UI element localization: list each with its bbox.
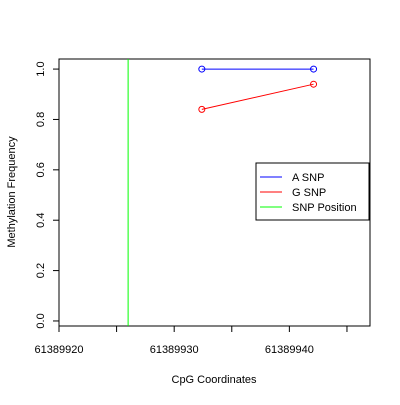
y-tick-label: 0.0: [35, 313, 47, 328]
series-line-g-snp: [201, 83, 314, 110]
legend-label-snp-position: SNP Position: [292, 202, 357, 214]
y-axis-label: Methylation Frequency: [6, 136, 18, 248]
y-tick-label: 1.0: [35, 61, 47, 76]
data-point-a-snp: [310, 65, 318, 73]
data-point-a-snp: [198, 65, 206, 73]
y-tick-label: 0.8: [35, 112, 47, 127]
series-layer: [198, 65, 318, 113]
x-tick-label: 61389940: [265, 344, 314, 356]
x-axis: 61389920 61389930 61389940: [35, 325, 370, 356]
y-tick-label: 0.6: [35, 162, 47, 177]
y-tick-label: 0.2: [35, 263, 47, 278]
x-axis-label: CpG Coordinates: [172, 374, 257, 386]
y-tick-label: 0.4: [35, 213, 47, 228]
x-tick-label: 61389930: [150, 344, 199, 356]
legend: A SNP G SNP SNP Position: [255, 162, 370, 221]
legend-label-a-snp: A SNP: [292, 172, 324, 184]
legend-label-g-snp: G SNP: [292, 187, 326, 199]
y-axis: 0.0 0.2 0.4 0.6 0.8 1.0: [35, 61, 59, 329]
data-point-g-snp: [310, 80, 318, 88]
x-tick-label: 61389920: [35, 344, 84, 356]
data-point-g-snp: [198, 105, 206, 113]
